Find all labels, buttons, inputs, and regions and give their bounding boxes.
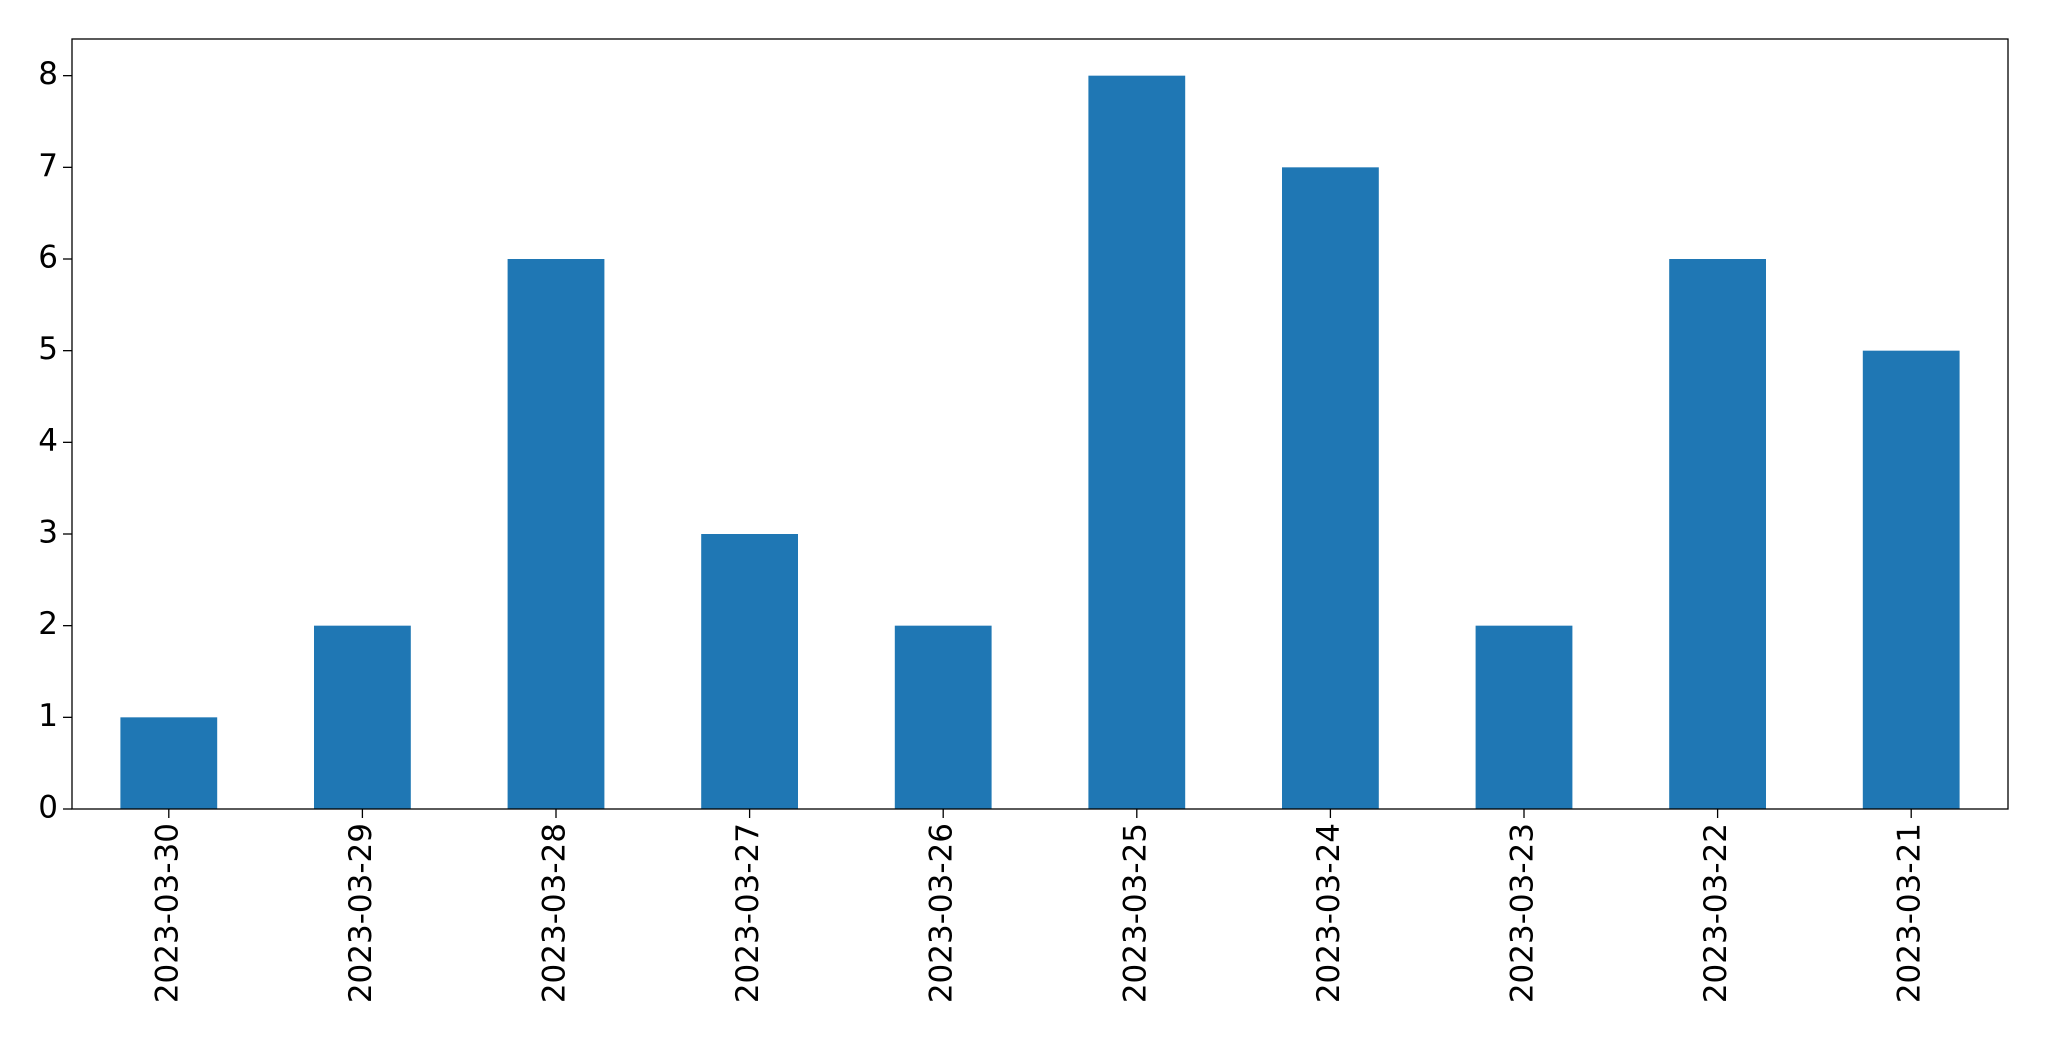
y-tick-label: 3 — [38, 515, 58, 551]
axes-frame — [71, 38, 2009, 810]
x-tick-label: 2023-03-21 — [1892, 823, 1928, 1003]
y-tick-label: 4 — [38, 423, 58, 459]
y-tick-label: 2 — [38, 606, 58, 642]
y-tick-label: 0 — [38, 790, 58, 826]
x-tick-label: 2023-03-28 — [537, 823, 573, 1003]
bar — [894, 625, 992, 809]
bar — [314, 625, 411, 809]
x-tick-label: 2023-03-29 — [343, 823, 379, 1003]
bar — [1669, 259, 1766, 809]
x-tick-label: 2023-03-22 — [1698, 823, 1734, 1003]
bar — [1862, 350, 1960, 809]
bar — [120, 717, 218, 809]
y-tick-label: 7 — [38, 148, 58, 184]
bar — [1282, 167, 1379, 810]
x-tick-label: 2023-03-30 — [149, 823, 185, 1003]
y-tick-label: 5 — [38, 331, 58, 367]
y-tick-label: 8 — [38, 56, 58, 92]
x-tick-label: 2023-03-27 — [730, 823, 766, 1003]
bar — [701, 534, 798, 809]
x-tick-label: 2023-03-26 — [924, 823, 960, 1003]
x-tick-label: 2023-03-25 — [1117, 823, 1153, 1003]
x-tick-label: 2023-03-24 — [1311, 823, 1347, 1003]
bar — [1475, 625, 1573, 809]
bar — [507, 259, 605, 809]
y-tick-label: 1 — [38, 698, 58, 734]
bar — [1088, 75, 1186, 809]
x-tick-label: 2023-03-23 — [1505, 823, 1541, 1003]
y-tick-label: 6 — [38, 240, 58, 276]
